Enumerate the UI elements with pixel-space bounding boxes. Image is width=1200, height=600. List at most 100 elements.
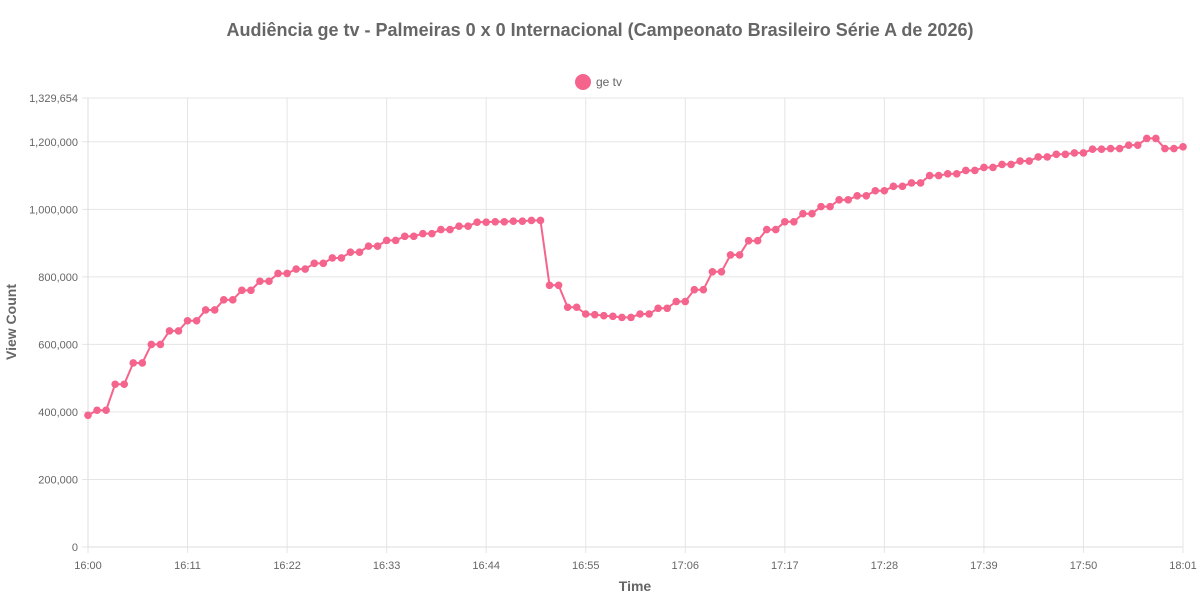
data-point[interactable] <box>853 192 862 200</box>
legend-label-ge-tv[interactable]: ge tv <box>596 75 622 89</box>
legend[interactable]: ge tv <box>575 74 622 90</box>
data-point[interactable] <box>174 327 183 335</box>
data-point[interactable] <box>391 236 400 245</box>
data-point[interactable] <box>409 232 418 241</box>
data-point[interactable] <box>319 259 328 268</box>
data-point[interactable] <box>283 269 291 278</box>
data-point[interactable] <box>437 225 445 234</box>
data-point[interactable] <box>1088 145 1097 154</box>
data-point[interactable] <box>672 297 681 306</box>
data-point[interactable] <box>925 171 934 180</box>
data-point[interactable] <box>120 380 128 389</box>
data-point[interactable] <box>346 248 355 256</box>
data-point[interactable] <box>256 277 264 286</box>
data-point[interactable] <box>636 310 644 318</box>
data-point[interactable] <box>93 406 101 415</box>
data-point[interactable] <box>455 222 463 230</box>
data-point[interactable] <box>934 171 943 180</box>
data-point[interactable] <box>998 160 1006 169</box>
data-point[interactable] <box>726 251 735 259</box>
data-point[interactable] <box>790 218 798 226</box>
data-point[interactable] <box>518 217 527 225</box>
data-point[interactable] <box>699 285 708 294</box>
data-point[interactable] <box>210 306 219 314</box>
data-point[interactable] <box>609 312 617 321</box>
data-point[interactable] <box>1061 150 1070 159</box>
data-point[interactable] <box>247 286 255 295</box>
data-point[interactable] <box>916 179 925 187</box>
data-point[interactable] <box>1079 149 1088 157</box>
data-point[interactable] <box>156 340 165 349</box>
data-point[interactable] <box>645 310 653 318</box>
data-point[interactable] <box>1043 153 1052 161</box>
data-point[interactable] <box>618 313 626 322</box>
data-point[interactable] <box>84 411 92 420</box>
data-point[interactable] <box>907 179 916 187</box>
data-point[interactable] <box>1052 150 1061 159</box>
legend-marker-ge-tv[interactable] <box>575 74 591 90</box>
data-point[interactable] <box>464 222 472 230</box>
data-point[interactable] <box>1170 144 1178 153</box>
data-point[interactable] <box>563 303 572 312</box>
data-point[interactable] <box>1007 160 1015 169</box>
data-point[interactable] <box>165 327 174 335</box>
data-point[interactable] <box>799 209 807 218</box>
data-point[interactable] <box>627 313 635 322</box>
data-point[interactable] <box>889 182 898 191</box>
data-point[interactable] <box>1034 153 1043 161</box>
data-point[interactable] <box>1143 134 1151 143</box>
data-point[interactable] <box>989 163 997 172</box>
data-point[interactable] <box>111 380 119 389</box>
data-point[interactable] <box>129 359 138 367</box>
data-point[interactable] <box>138 359 147 367</box>
data-point[interactable] <box>1016 157 1024 165</box>
data-point[interactable] <box>862 192 871 200</box>
data-point[interactable] <box>600 311 608 320</box>
data-point[interactable] <box>826 202 834 211</box>
data-point[interactable] <box>238 286 246 295</box>
data-point[interactable] <box>943 170 952 178</box>
data-point[interactable] <box>1115 144 1124 153</box>
data-point[interactable] <box>844 196 852 204</box>
data-point[interactable] <box>527 216 536 225</box>
data-point[interactable] <box>500 218 509 226</box>
data-point[interactable] <box>301 265 309 273</box>
data-point[interactable] <box>400 232 409 241</box>
data-point[interactable] <box>509 217 518 225</box>
data-point[interactable] <box>554 281 563 290</box>
data-point[interactable] <box>545 281 554 290</box>
data-point[interactable] <box>373 242 382 250</box>
data-point[interactable] <box>482 218 490 226</box>
data-point[interactable] <box>962 166 970 175</box>
data-point[interactable] <box>1097 145 1106 154</box>
data-point[interactable] <box>690 285 699 294</box>
data-point[interactable] <box>219 296 228 304</box>
data-point[interactable] <box>663 304 671 313</box>
data-point[interactable] <box>717 267 726 276</box>
data-point[interactable] <box>428 229 436 238</box>
data-point[interactable] <box>952 170 961 178</box>
data-point[interactable] <box>898 182 907 191</box>
data-point[interactable] <box>762 225 771 234</box>
data-point[interactable] <box>473 218 481 226</box>
data-point[interactable] <box>355 248 364 256</box>
data-point[interactable] <box>572 303 581 312</box>
data-point[interactable] <box>310 259 319 268</box>
data-point[interactable] <box>835 196 843 204</box>
data-point[interactable] <box>971 166 979 175</box>
data-point[interactable] <box>781 218 789 226</box>
data-point[interactable] <box>735 251 744 259</box>
data-point[interactable] <box>228 296 237 304</box>
data-point[interactable] <box>1133 141 1142 149</box>
data-point[interactable] <box>491 218 500 226</box>
data-point[interactable] <box>364 242 373 250</box>
data-point[interactable] <box>808 209 816 218</box>
data-point[interactable] <box>1152 134 1160 143</box>
data-point[interactable] <box>292 265 300 273</box>
data-point[interactable] <box>871 186 880 195</box>
data-point[interactable] <box>201 306 210 314</box>
data-point[interactable] <box>1070 149 1079 157</box>
data-point[interactable] <box>337 254 346 262</box>
data-point[interactable] <box>1124 141 1133 149</box>
data-point[interactable] <box>817 202 825 211</box>
